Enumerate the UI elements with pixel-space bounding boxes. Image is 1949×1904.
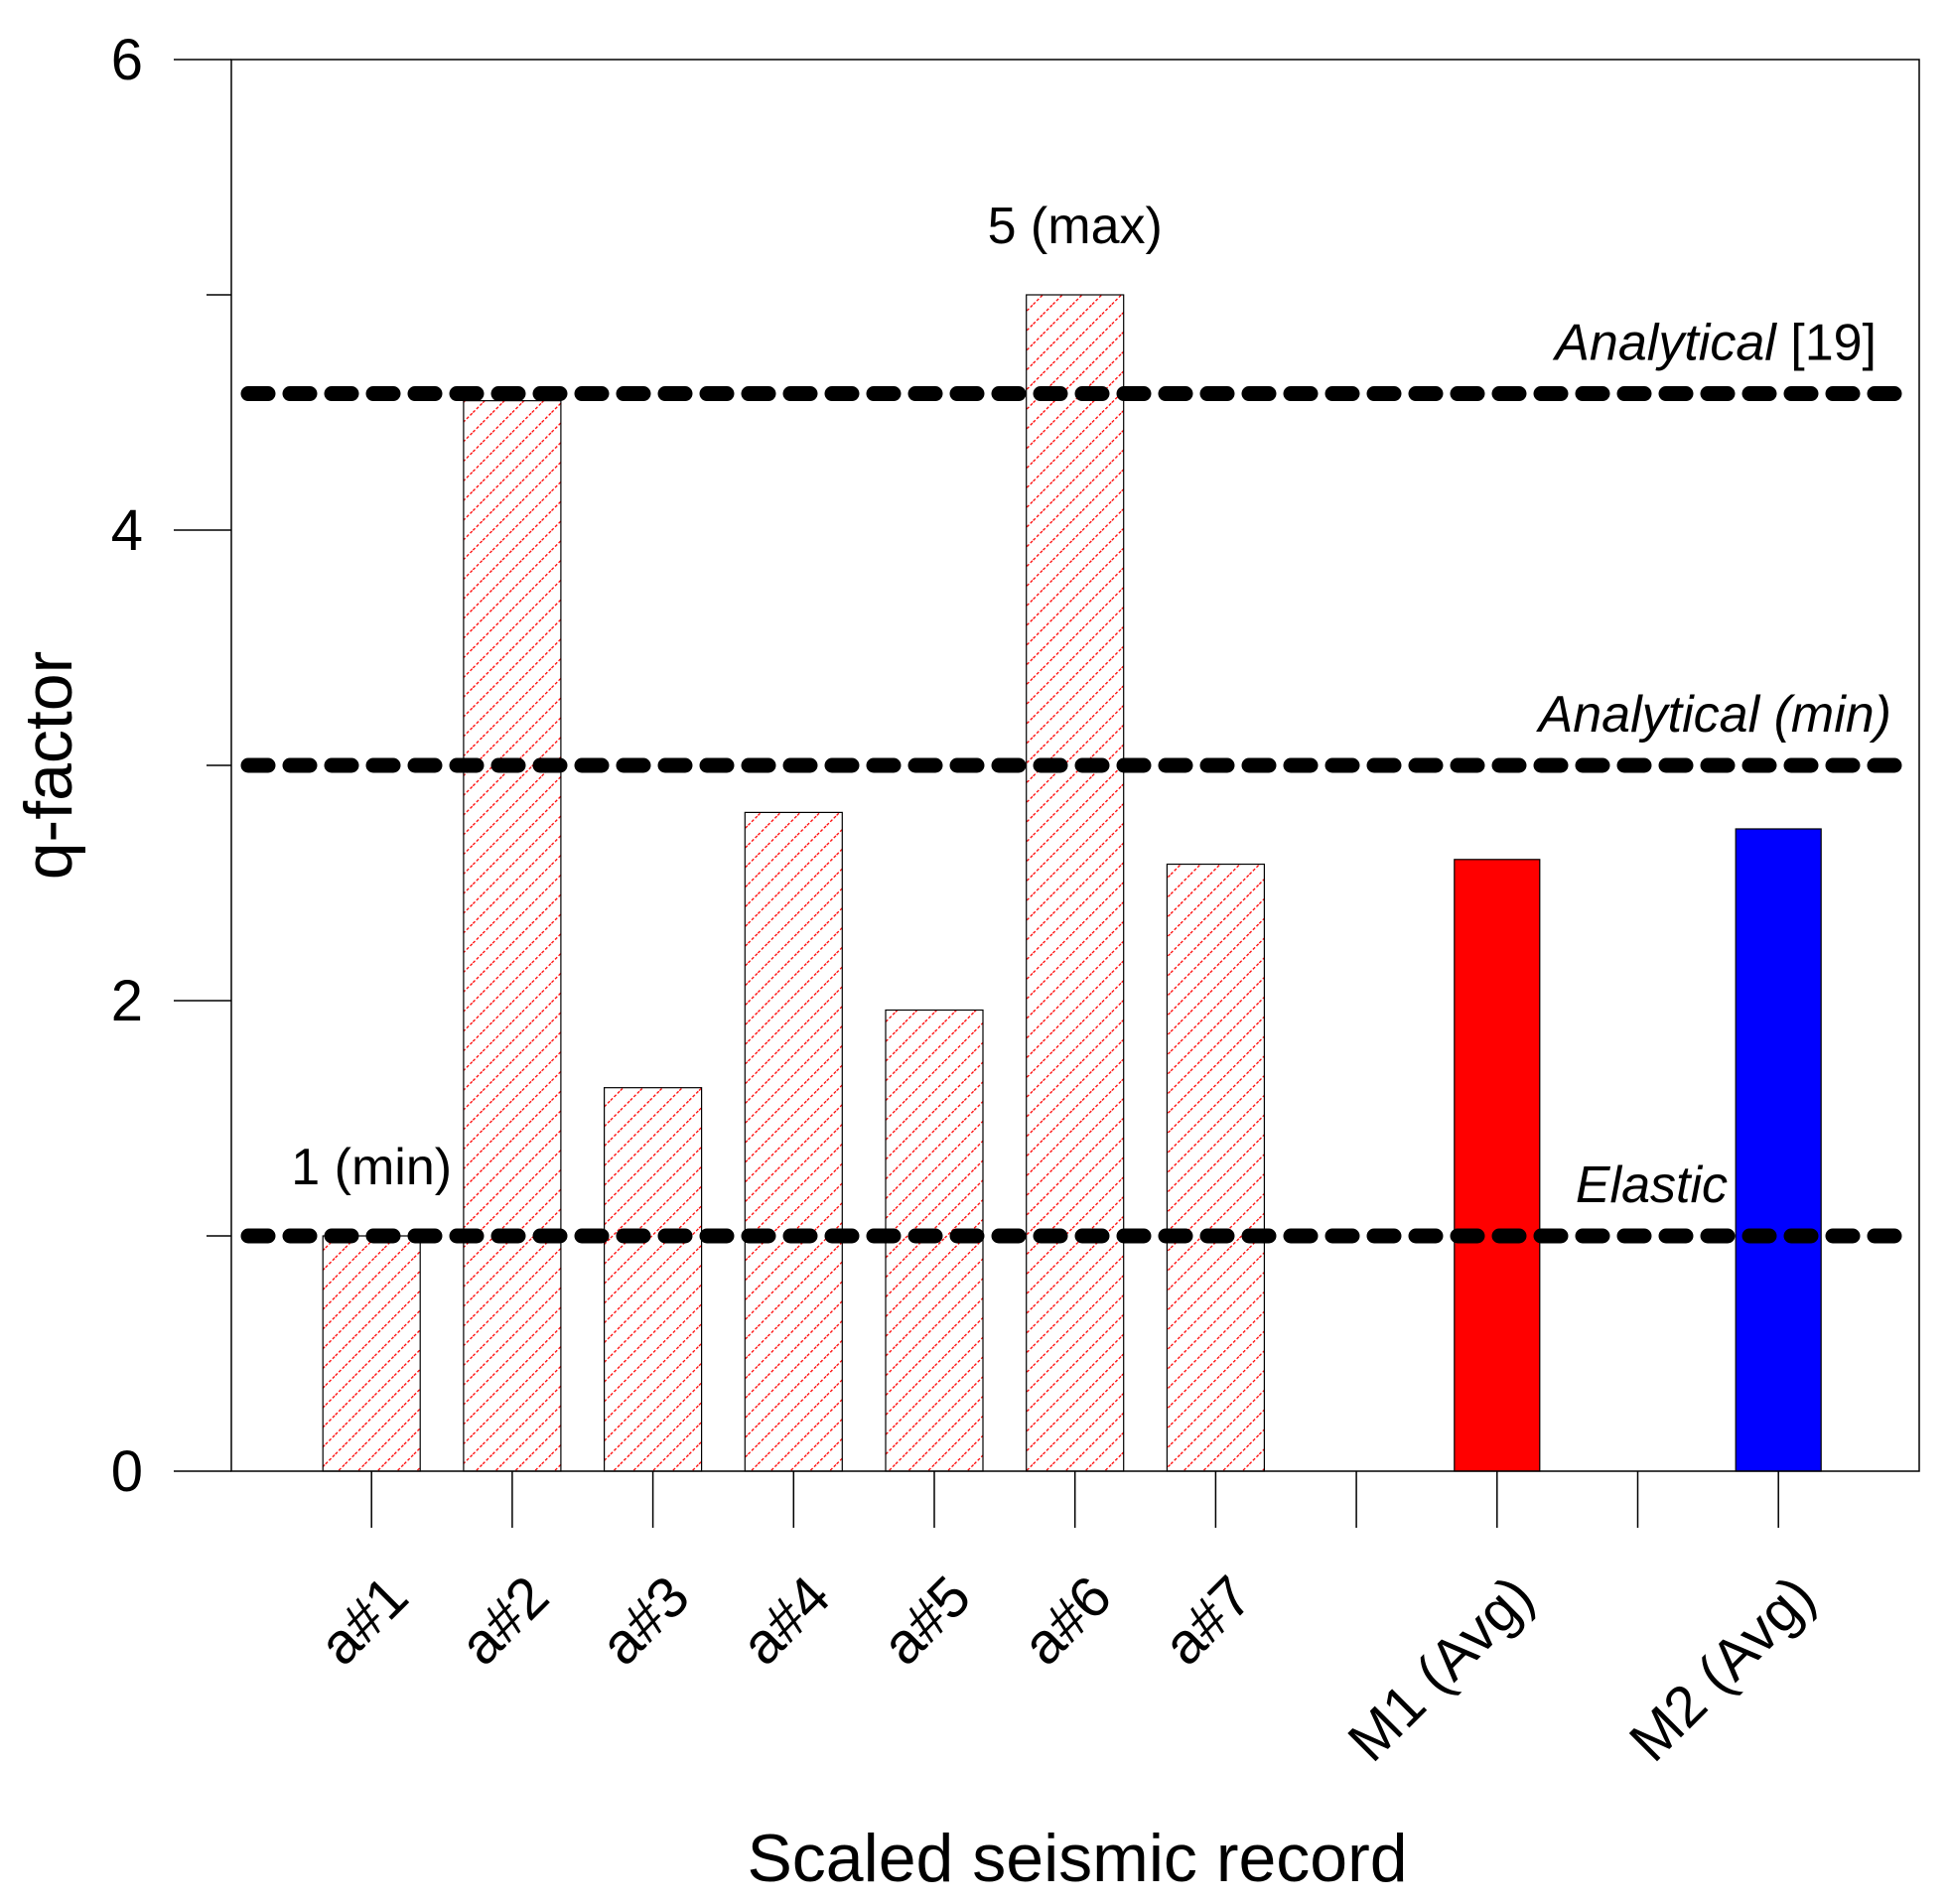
x-category-label-a-1: a#1 xyxy=(307,1564,420,1677)
x-category-label-m1-avg-: M1 (Avg) xyxy=(1335,1564,1546,1774)
annotation-1-min: 1 (min) xyxy=(291,1139,452,1196)
bar-a-7 xyxy=(1166,863,1266,1472)
bar-a-3 xyxy=(603,1087,703,1472)
x-category-label-a-3: a#3 xyxy=(588,1564,701,1677)
x-category-label-a-2: a#2 xyxy=(448,1564,561,1677)
reference-label-italic: Elastic xyxy=(1576,1156,1728,1214)
reference-label-analytical-min: Analytical (min) xyxy=(1536,686,1891,744)
bar-a-2 xyxy=(463,400,562,1472)
y-tick-label-0: 0 xyxy=(111,1439,143,1504)
bar-m2-avg- xyxy=(1735,828,1822,1472)
x-category-label-a-6: a#6 xyxy=(1010,1564,1123,1677)
reference-label-regular: [19] xyxy=(1776,315,1877,372)
bar-m1-avg- xyxy=(1454,859,1541,1472)
reference-label-italic: Analytical xyxy=(1552,315,1777,372)
x-axis-title: Scaled seismic record xyxy=(747,1821,1407,1896)
x-category-label-a-4: a#4 xyxy=(729,1564,842,1677)
bar-a-6 xyxy=(1026,294,1125,1472)
bar-a-4 xyxy=(744,811,843,1472)
reference-label-elastic: Elastic xyxy=(1576,1156,1728,1214)
bar-a-1 xyxy=(322,1235,421,1472)
y-axis-title: q-factor xyxy=(11,651,86,881)
y-tick-label-4: 4 xyxy=(111,498,143,563)
y-tick-label-6: 6 xyxy=(111,28,143,92)
annotation-5-max: 5 (max) xyxy=(988,198,1163,255)
reference-label-analytical-19: Analytical [19] xyxy=(1552,315,1877,372)
x-category-label-a-7: a#7 xyxy=(1151,1564,1264,1677)
x-category-label-a-5: a#5 xyxy=(870,1564,983,1677)
reference-label-italic: Analytical (min) xyxy=(1536,686,1891,744)
y-tick-label-2: 2 xyxy=(111,969,143,1033)
x-category-label-m2-avg-: M2 (Avg) xyxy=(1617,1564,1828,1774)
